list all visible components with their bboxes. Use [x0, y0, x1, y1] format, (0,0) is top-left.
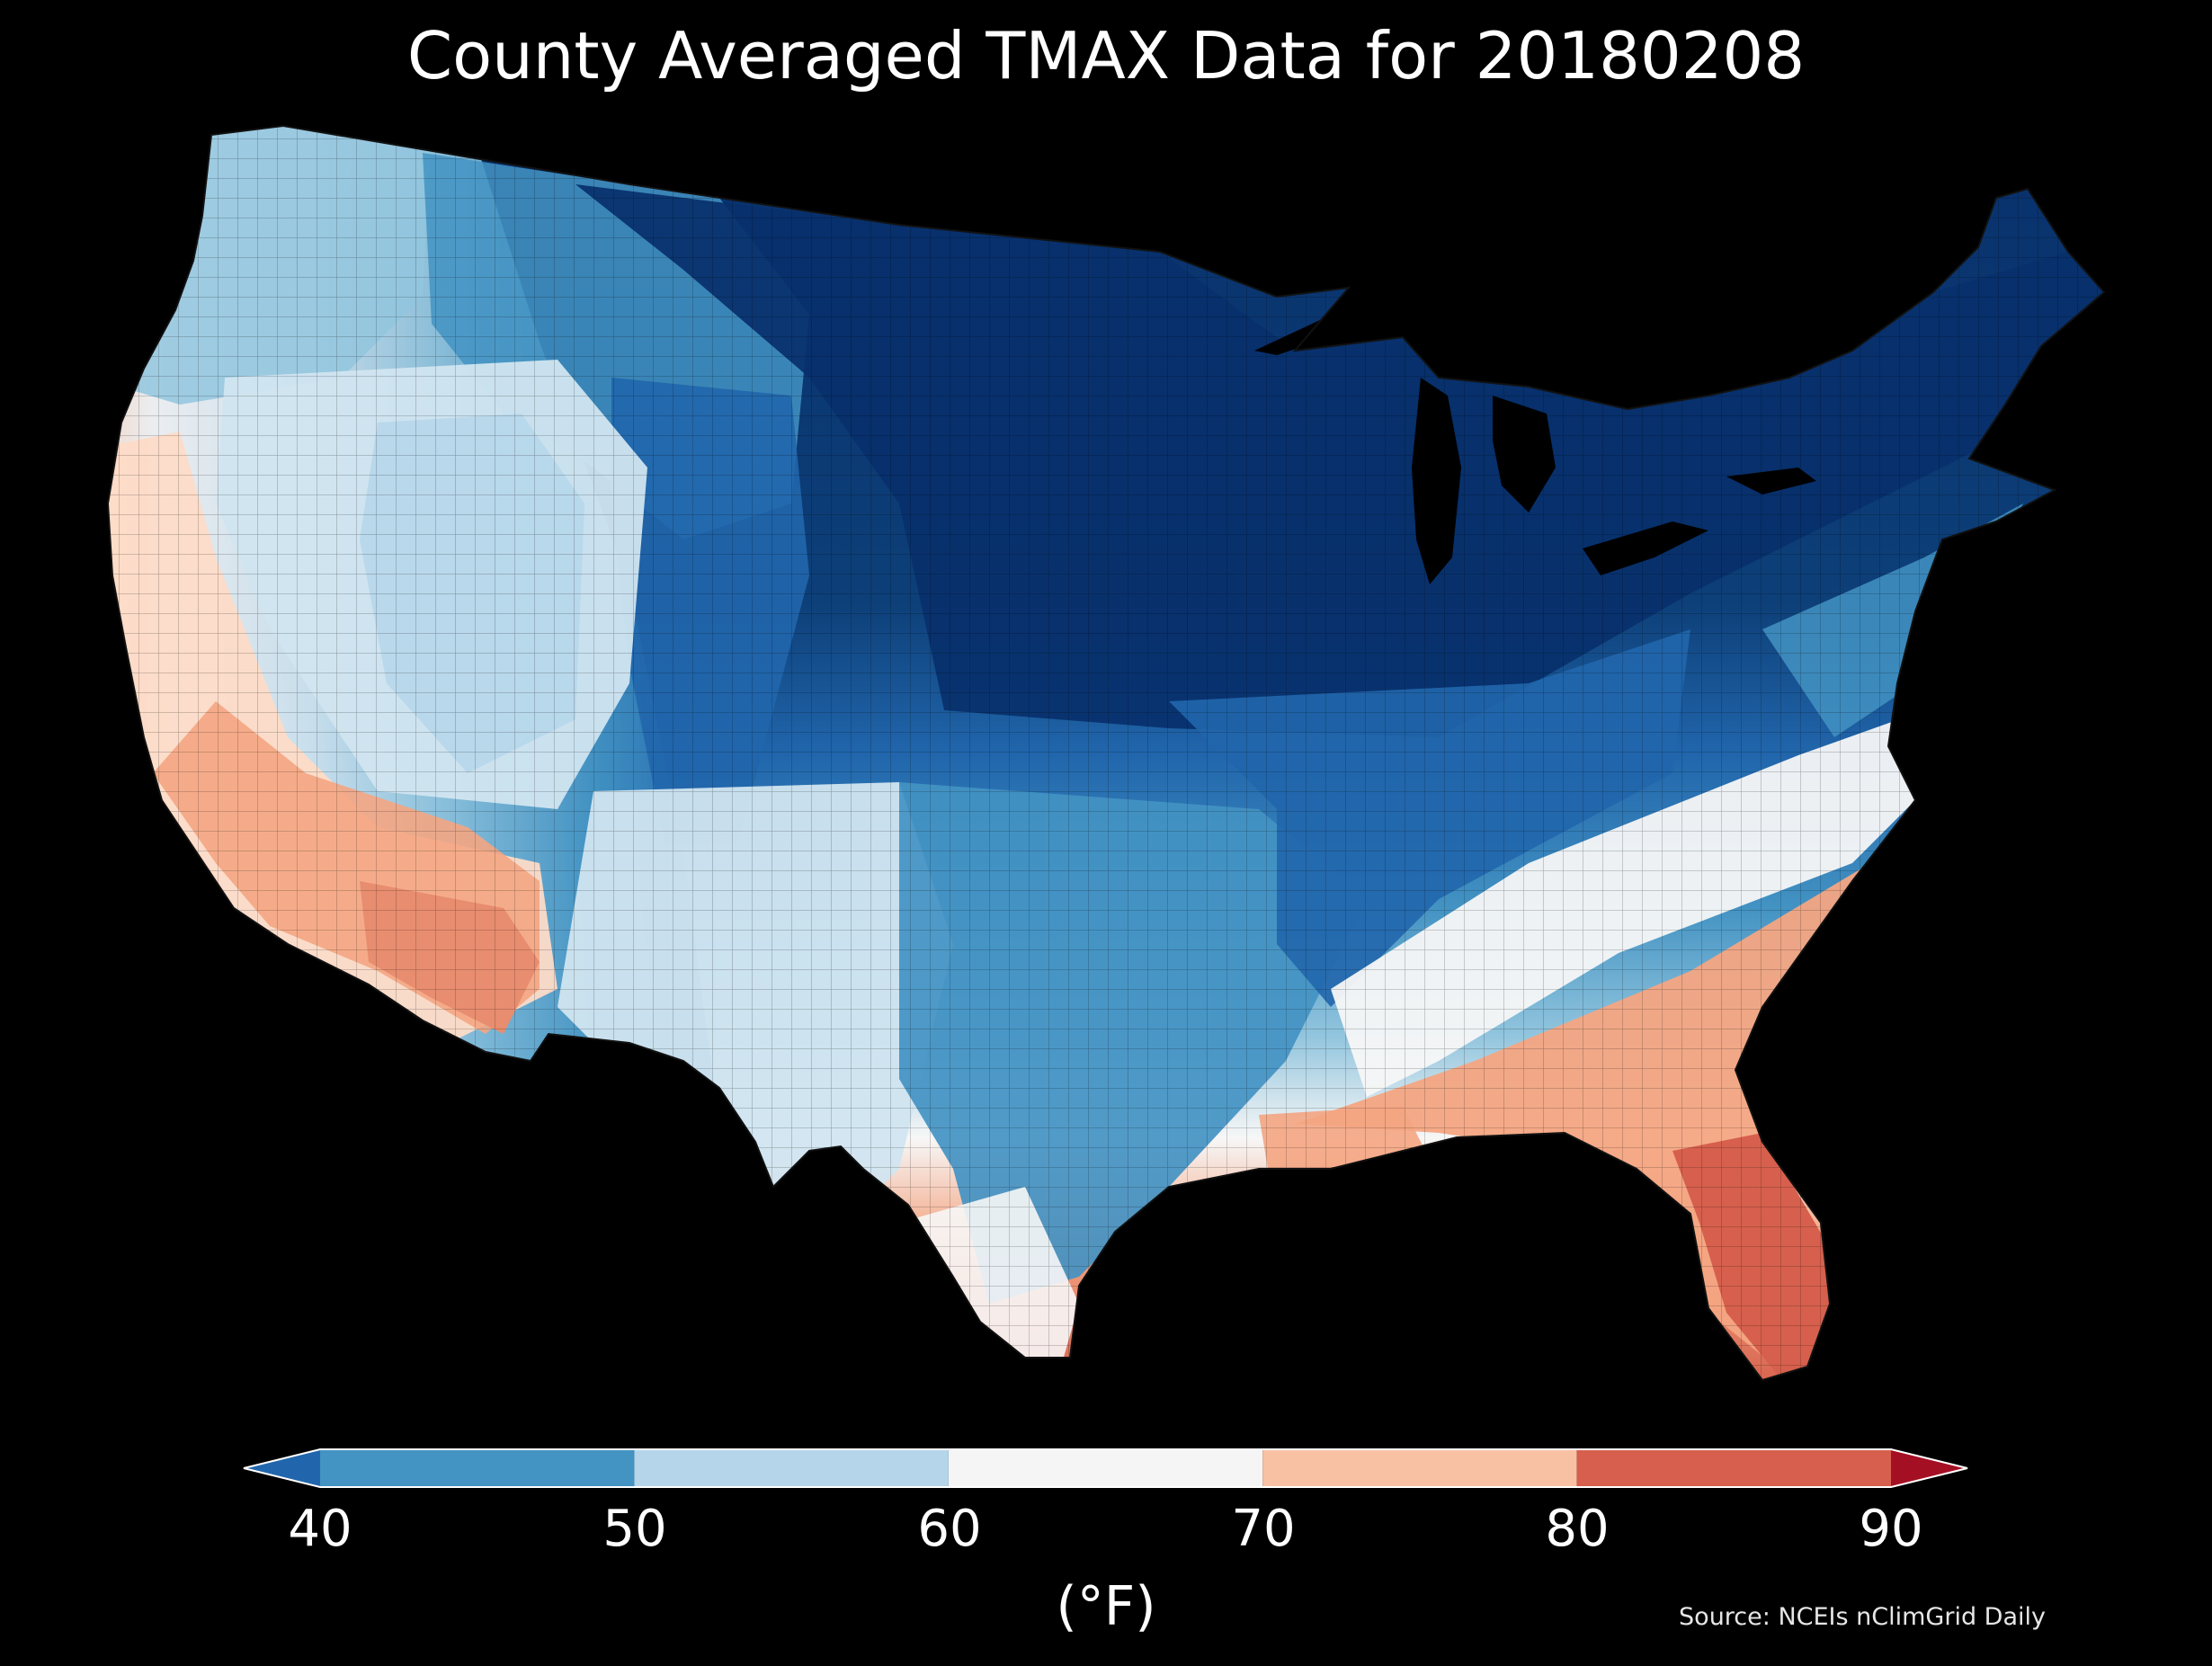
colorbar-tick-60: 60 [917, 1500, 982, 1558]
source-credit: Source: NCEIs nClimGrid Daily [1679, 1603, 2046, 1631]
colorbar-bin-80-90 [1576, 1449, 1891, 1487]
colorbar-tick-70: 70 [1231, 1500, 1296, 1558]
colorbar-tick-80: 80 [1545, 1500, 1610, 1558]
colorbar-unit-label: (°F) [1056, 1575, 1156, 1638]
colorbar-bin-50-60 [634, 1449, 949, 1487]
lake-ontario [1726, 468, 1816, 494]
lake-michigan [1412, 378, 1461, 584]
colorbar-tick-40: 40 [288, 1500, 352, 1558]
colorbar-bin-70-80 [1262, 1449, 1577, 1487]
colorbar-bin-60-70 [948, 1449, 1263, 1487]
colorbar-outline [243, 1448, 1968, 1488]
colorbar-arrow-high [1891, 1449, 1967, 1487]
colorbar-bin-40-50 [320, 1449, 635, 1487]
colorbar-arrow-low [244, 1449, 320, 1487]
lake-huron [1493, 396, 1556, 512]
colorbar-tick-90: 90 [1859, 1500, 1923, 1558]
colorbar-tick-50: 50 [602, 1500, 667, 1558]
map-title: County Averaged TMAX Data for 20180208 [406, 18, 1806, 94]
lake-erie [1583, 521, 1708, 575]
lake-superior [1254, 297, 1385, 355]
